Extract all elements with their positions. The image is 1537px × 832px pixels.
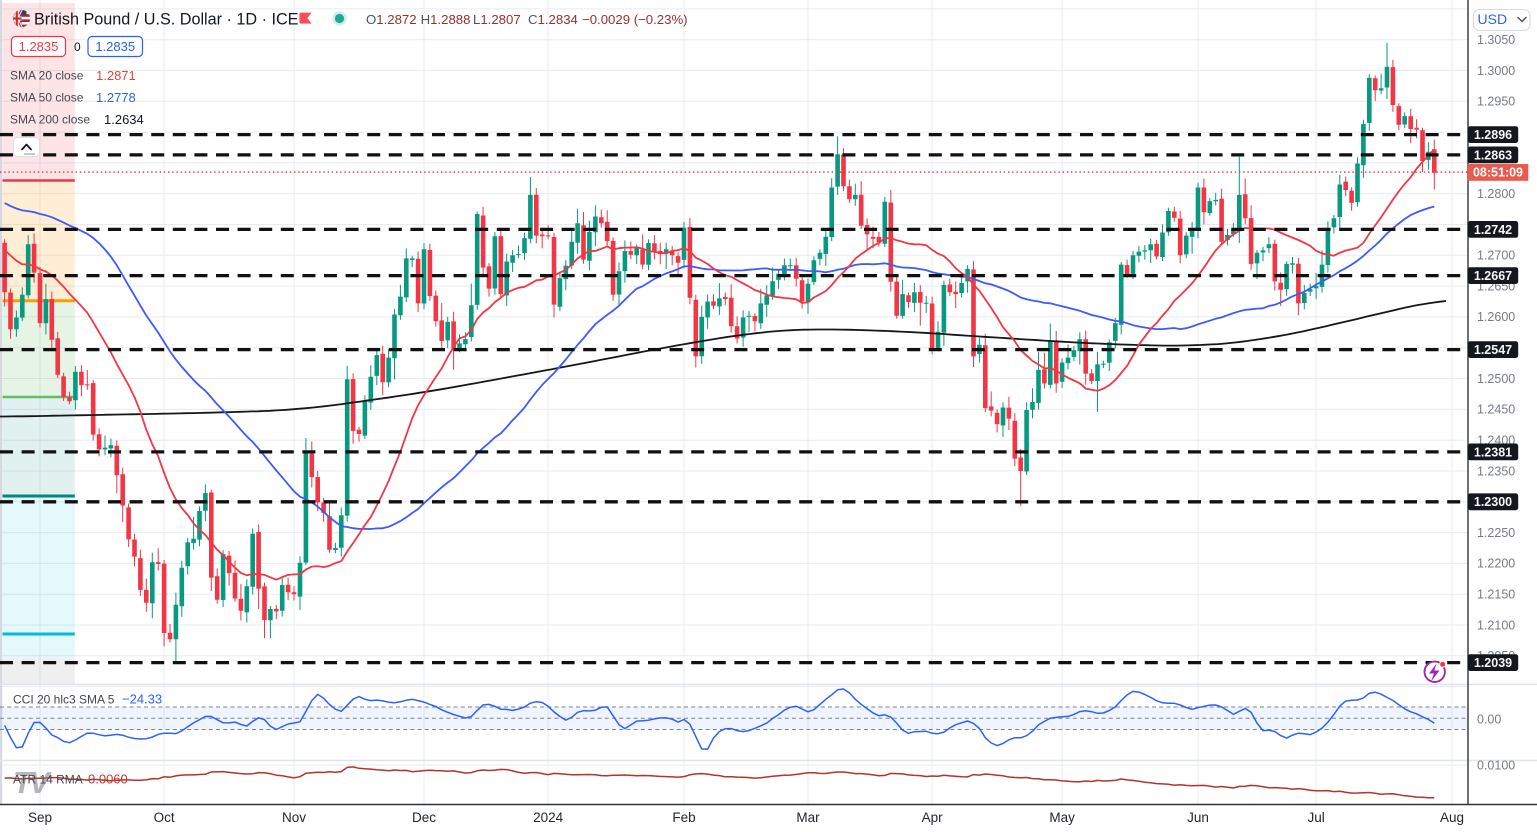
svg-text:1.2600: 1.2600 (1477, 310, 1515, 324)
svg-text:2024: 2024 (533, 810, 564, 825)
svg-text:1.2039: 1.2039 (1474, 656, 1512, 670)
svg-text:1.2381: 1.2381 (1474, 445, 1512, 459)
svg-text:SMA 200 close: SMA 200 close (10, 113, 90, 127)
svg-text:1.2700: 1.2700 (1477, 249, 1515, 263)
svg-text:Jun: Jun (1187, 810, 1209, 825)
svg-text:1.2250: 1.2250 (1477, 526, 1515, 540)
svg-text:1.3000: 1.3000 (1477, 64, 1515, 78)
svg-text:1.2835: 1.2835 (95, 39, 135, 54)
svg-text:0: 0 (74, 40, 81, 54)
svg-text:1.2742: 1.2742 (1474, 223, 1512, 237)
svg-text:−24.33: −24.33 (122, 692, 162, 707)
svg-text:1.2896: 1.2896 (1474, 128, 1512, 142)
svg-text:08:51:09: 08:51:09 (1473, 166, 1523, 180)
svg-text:SMA 50 close: SMA 50 close (10, 91, 84, 105)
svg-text:1.2950: 1.2950 (1477, 95, 1515, 109)
svg-text:Jul: Jul (1307, 810, 1324, 825)
svg-text:1.2150: 1.2150 (1477, 588, 1515, 602)
svg-text:1.2800: 1.2800 (1477, 187, 1515, 201)
svg-text:1.2300: 1.2300 (1474, 495, 1512, 509)
svg-text:1.2100: 1.2100 (1477, 618, 1515, 632)
svg-text:Sep: Sep (28, 810, 52, 825)
svg-text:1.3050: 1.3050 (1477, 33, 1515, 47)
svg-text:1.2450: 1.2450 (1477, 403, 1515, 417)
svg-text:Mar: Mar (796, 810, 820, 825)
svg-text:Dec: Dec (412, 810, 436, 825)
svg-text:1.2634: 1.2634 (104, 112, 144, 127)
svg-text:Apr: Apr (922, 810, 944, 825)
svg-text:CCI 20 hlc3 SMA 5: CCI 20 hlc3 SMA 5 (13, 693, 115, 707)
svg-text:1.2863: 1.2863 (1474, 148, 1512, 162)
svg-text:1.2871: 1.2871 (96, 68, 136, 83)
svg-text:Feb: Feb (672, 810, 695, 825)
svg-text:1.2667: 1.2667 (1474, 269, 1512, 283)
svg-text:Nov: Nov (282, 810, 306, 825)
svg-text:1.2547: 1.2547 (1474, 343, 1512, 357)
svg-text:1.2200: 1.2200 (1477, 557, 1515, 571)
svg-text:1.2778: 1.2778 (96, 90, 136, 105)
svg-text:ATR 14 RMA: ATR 14 RMA (13, 773, 83, 787)
svg-text:0.0100: 0.0100 (1477, 758, 1515, 772)
svg-text:0.00: 0.00 (1477, 712, 1501, 726)
svg-text:USD: USD (1478, 11, 1508, 27)
svg-text:SMA 20 close: SMA 20 close (10, 69, 84, 83)
svg-text:1.2350: 1.2350 (1477, 464, 1515, 478)
svg-text:1.2500: 1.2500 (1477, 372, 1515, 386)
svg-text:0.0060: 0.0060 (88, 772, 128, 787)
svg-text:Aug: Aug (1440, 810, 1464, 825)
svg-text:1.2835: 1.2835 (19, 39, 59, 54)
svg-text:May: May (1049, 810, 1075, 825)
svg-text:Oct: Oct (154, 810, 175, 825)
svg-text:British Pound / U.S. Dollar ·: British Pound / U.S. Dollar · 1D · ICE (34, 11, 299, 29)
